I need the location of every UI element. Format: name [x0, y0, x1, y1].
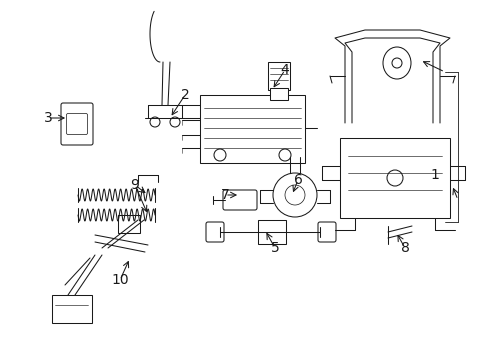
Text: 9: 9: [130, 178, 139, 192]
FancyBboxPatch shape: [52, 295, 92, 323]
Text: 4: 4: [280, 63, 289, 77]
Text: 2: 2: [180, 88, 189, 102]
FancyBboxPatch shape: [205, 222, 224, 242]
Text: 6: 6: [293, 173, 302, 187]
Text: 5: 5: [270, 241, 279, 255]
FancyBboxPatch shape: [66, 113, 87, 135]
Text: 10: 10: [111, 273, 128, 287]
FancyBboxPatch shape: [339, 138, 449, 218]
FancyBboxPatch shape: [200, 95, 305, 163]
FancyBboxPatch shape: [61, 103, 93, 145]
FancyBboxPatch shape: [269, 88, 287, 100]
FancyBboxPatch shape: [267, 62, 289, 90]
Text: 3: 3: [43, 111, 52, 125]
Text: 1: 1: [429, 168, 439, 182]
FancyBboxPatch shape: [317, 222, 335, 242]
FancyBboxPatch shape: [223, 190, 257, 210]
FancyBboxPatch shape: [258, 220, 285, 244]
Ellipse shape: [382, 47, 410, 79]
Text: 8: 8: [400, 241, 408, 255]
FancyBboxPatch shape: [118, 215, 140, 233]
Text: 7: 7: [220, 188, 229, 202]
